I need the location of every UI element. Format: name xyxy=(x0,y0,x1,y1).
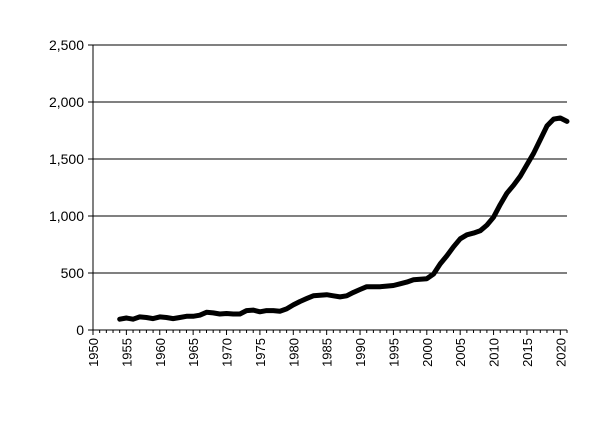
x-tick-label: 1970 xyxy=(220,338,235,367)
x-tick-label: 1960 xyxy=(153,338,168,367)
x-tick-label: 2000 xyxy=(420,338,435,367)
axes xyxy=(88,44,568,335)
y-tick-label: 0 xyxy=(76,322,84,338)
y-tick-label: 2,000 xyxy=(49,94,84,110)
y-tick-label: 2,500 xyxy=(49,37,84,53)
x-axis-tick-labels: 1950 1955 1960 1965 1970 1975 1980 1985 1990 1995… xyxy=(86,338,568,367)
x-tick-label: 1985 xyxy=(320,338,335,367)
gridlines xyxy=(93,44,567,274)
series-layer xyxy=(117,115,570,322)
x-tick-label: 2020 xyxy=(553,338,568,367)
x-tick-label: 1955 xyxy=(119,338,134,367)
y-tick-label: 1,000 xyxy=(49,208,84,224)
x-tick-label: 1995 xyxy=(386,338,401,367)
x-tick-label: 2015 xyxy=(520,338,535,367)
x-tick-label: 1975 xyxy=(253,338,268,367)
x-tick-label: 2010 xyxy=(487,338,502,367)
x-tick-label: 1950 xyxy=(86,338,101,367)
series-line xyxy=(117,115,570,322)
x-tick-label: 1965 xyxy=(186,338,201,367)
y-tick-label: 500 xyxy=(61,265,85,281)
y-axis-tick-labels: 0 500 1,000 1,500 2,000 2,500 xyxy=(49,37,84,338)
x-tick-label: 2005 xyxy=(453,338,468,367)
x-tick-label: 1990 xyxy=(353,338,368,367)
y-tick-label: 1,500 xyxy=(49,151,84,167)
x-tick-label: 1980 xyxy=(286,338,301,367)
